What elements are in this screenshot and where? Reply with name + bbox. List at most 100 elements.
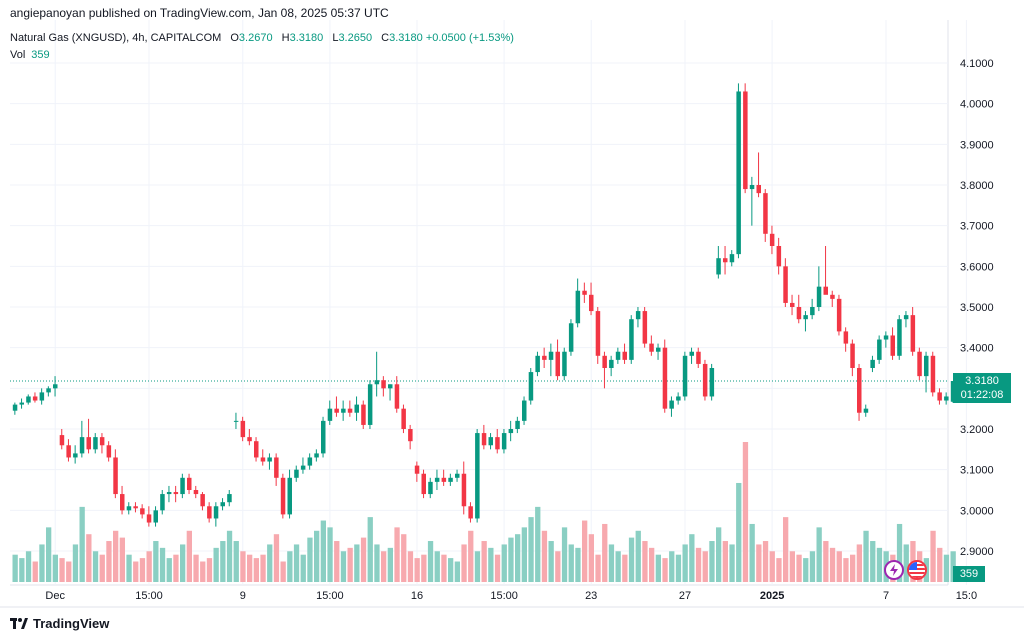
volume-bar	[113, 530, 119, 582]
candle-body	[488, 437, 493, 446]
candle-body	[26, 396, 31, 403]
volume-bar	[159, 547, 166, 582]
volume-bar	[25, 551, 32, 582]
volume-bar	[695, 547, 702, 582]
volume-bar	[59, 558, 65, 582]
x-tick-label: 15:00	[135, 590, 163, 602]
x-tick-label: 9	[240, 590, 246, 602]
volume-bar	[334, 541, 340, 582]
candle-body	[367, 384, 373, 425]
candle-body	[508, 429, 514, 434]
candle-body	[213, 506, 219, 519]
candle-body	[749, 185, 755, 190]
us-flag-icon[interactable]	[907, 560, 927, 580]
candle-body	[629, 319, 634, 360]
candle-body	[763, 193, 768, 234]
volume-bar	[649, 547, 655, 582]
volume-bar	[896, 523, 903, 582]
candle-body	[515, 420, 520, 429]
candle-body	[66, 445, 71, 458]
volume-bar	[240, 551, 246, 582]
candle-body	[401, 408, 406, 429]
volume-bar	[267, 544, 273, 582]
candle-body	[86, 437, 91, 450]
candle-body	[421, 473, 426, 495]
candle-body	[702, 363, 708, 397]
tradingview-footer[interactable]: TradingView	[10, 616, 109, 632]
volume-bar	[742, 442, 749, 582]
volume-bar	[454, 561, 460, 582]
last-price-tag: 3.3180 01:22:08	[953, 373, 1011, 403]
candle-body	[823, 286, 828, 295]
volume-bar	[347, 547, 353, 582]
volume-bar	[776, 558, 782, 582]
candle-body	[434, 477, 440, 482]
candle-body	[716, 258, 721, 275]
volume-bar	[494, 554, 501, 582]
volume-bar	[488, 547, 494, 582]
candle-body	[897, 319, 902, 356]
volume-bar	[414, 558, 420, 582]
candle-body	[193, 490, 199, 495]
y-tick-label: 3.0000	[960, 505, 994, 517]
candle-body	[595, 311, 601, 356]
volume-bar	[99, 554, 105, 582]
candle-body	[568, 323, 574, 352]
candle-body	[850, 343, 855, 368]
volume-bar	[655, 554, 661, 582]
candle-body	[609, 359, 614, 368]
candle-body	[334, 408, 339, 413]
volume-bar	[675, 554, 682, 582]
volume-bar	[119, 537, 125, 582]
candle-body	[756, 185, 761, 194]
candle-body	[140, 508, 145, 515]
y-tick-label: 3.4000	[960, 343, 994, 355]
candle-body	[870, 359, 875, 368]
candle-body	[890, 335, 895, 356]
volume-bar	[876, 547, 883, 582]
candle-body	[240, 420, 246, 438]
candle-body	[468, 506, 473, 519]
candle-body	[79, 437, 85, 454]
candle-body	[769, 233, 775, 246]
volume-bar	[173, 554, 179, 582]
tradingview-logo-icon	[10, 617, 28, 632]
candle-body	[656, 347, 661, 352]
volume-bar	[642, 541, 648, 582]
y-tick-label: 3.8000	[960, 180, 994, 192]
candle-body	[816, 286, 822, 307]
high-key: H	[281, 32, 290, 44]
volume-bar	[481, 541, 487, 582]
candle-body	[944, 396, 949, 401]
candle-body	[696, 351, 701, 364]
volume-bar	[253, 558, 259, 582]
volume-bar	[850, 554, 856, 582]
volume-bar	[930, 530, 936, 582]
volume-bar	[856, 544, 862, 582]
symbol-label[interactable]: Natural Gas (XNGUSD), 4h, CAPITALCOM	[10, 32, 222, 44]
volume-bar	[247, 554, 253, 582]
candle-body	[321, 420, 326, 454]
volume-bar	[702, 551, 708, 582]
volume-bar	[689, 534, 695, 582]
volume-bar	[749, 523, 755, 582]
candle-body	[582, 290, 587, 295]
volume-bar	[72, 544, 79, 582]
volume-bar	[615, 551, 621, 582]
volume-bar	[354, 544, 360, 582]
candle-body	[354, 404, 359, 413]
volume-bar	[52, 554, 58, 582]
candle-body	[247, 437, 252, 442]
volume-bar	[360, 537, 367, 582]
volume-bar	[226, 530, 233, 582]
lightning-icon[interactable]	[884, 560, 904, 580]
volume-bar	[622, 554, 628, 582]
volume-bar	[535, 506, 541, 582]
volume-bar	[387, 547, 393, 582]
volume-bar	[39, 544, 45, 582]
candle-body	[455, 473, 460, 478]
candle-body	[642, 311, 648, 344]
candle-body	[910, 315, 916, 352]
volume-bar	[555, 551, 561, 582]
